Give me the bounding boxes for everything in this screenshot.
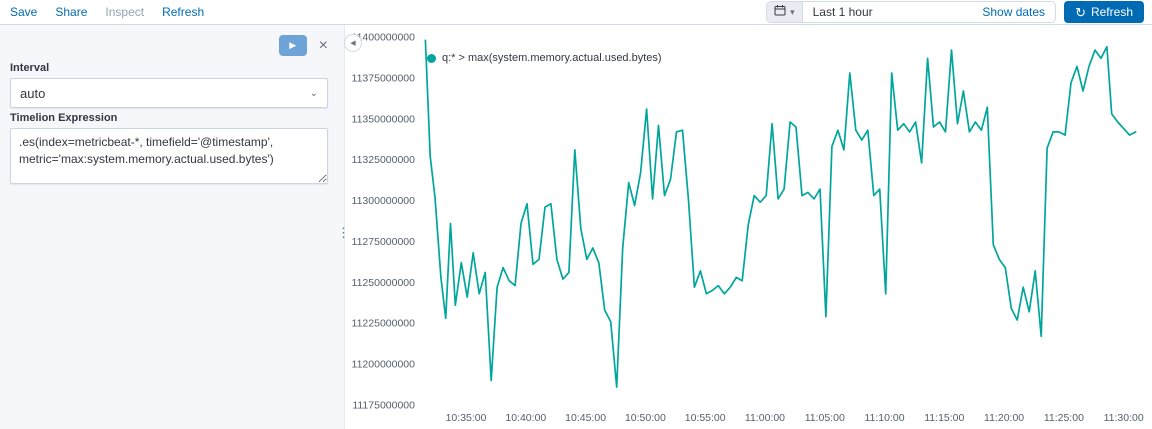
panel-resize-handle[interactable]: ⋮ xyxy=(337,225,350,240)
axis-tick-label: 11:15:00 xyxy=(924,412,964,424)
show-dates-link[interactable]: Show dates xyxy=(982,5,1046,19)
expression-input-wrap: .es(index=metricbeat-*, timefield='@time… xyxy=(10,128,328,189)
axis-tick-label: 11175000000 xyxy=(352,400,415,412)
legend-series-label: q:* > max(system.memory.actual.used.byte… xyxy=(442,52,662,64)
top-bar: Save Share Inspect Refresh ▾ Last 1 hour… xyxy=(0,0,1152,25)
axis-tick-label: 11225000000 xyxy=(352,318,416,330)
run-expression-button[interactable]: ▶ xyxy=(278,35,307,56)
inspect-link[interactable]: Inspect xyxy=(105,5,145,19)
axis-tick-label: 10:40:00 xyxy=(505,412,546,424)
expression-toolbar: ▶ × xyxy=(10,35,328,56)
expression-label: Timelion Expression xyxy=(10,112,118,124)
axis-tick-label: 11:30:00 xyxy=(1104,412,1144,424)
refresh-link[interactable]: Refresh xyxy=(162,5,205,19)
timelion-expression-panel: ▶ × Interval auto ⌄ Timelion Expression … xyxy=(0,25,345,429)
axis-tick-label: 11350000000 xyxy=(352,113,416,125)
axis-tick-label: 11:25:00 xyxy=(1044,412,1084,424)
refresh-button-label: Refresh xyxy=(1090,5,1133,19)
date-quick-select-button[interactable]: ▾ xyxy=(767,2,803,22)
axis-tick-label: 10:55:00 xyxy=(685,412,726,424)
axis-tick-label: 11300000000 xyxy=(352,195,416,207)
chevron-down-icon: ▾ xyxy=(790,6,795,17)
axis-tick-label: 11275000000 xyxy=(352,236,416,248)
chevron-down-icon: ⌄ xyxy=(309,87,318,99)
axis-tick-label: 10:50:00 xyxy=(625,412,666,424)
legend-series-dot xyxy=(427,53,436,63)
axis-tick-label: 11:20:00 xyxy=(984,412,1024,424)
axis-tick-label: 11325000000 xyxy=(352,154,416,166)
axis-tick-label: 11:05:00 xyxy=(805,412,845,424)
axis-tick-label: 11400000000 xyxy=(352,32,416,44)
axis-tick-label: 11250000000 xyxy=(352,277,416,289)
share-link[interactable]: Share xyxy=(55,5,88,19)
axis-tick-label: 10:35:00 xyxy=(446,412,487,424)
interval-select[interactable]: auto ⌄ xyxy=(10,78,328,108)
time-controls: ▾ Last 1 hour Show dates ↻ Refresh xyxy=(766,1,1144,23)
axis-tick-label: 11:10:00 xyxy=(864,412,904,424)
calendar-icon xyxy=(774,3,786,21)
app-menu: Save Share Inspect Refresh xyxy=(10,5,204,19)
super-date-picker: ▾ Last 1 hour Show dates xyxy=(766,1,1057,23)
interval-label: Interval xyxy=(10,62,50,74)
chart-legend[interactable]: q:* > max(system.memory.actual.used.byte… xyxy=(427,52,662,64)
main-content: ▶ × Interval auto ⌄ Timelion Expression … xyxy=(0,25,1152,429)
close-panel-icon[interactable]: × xyxy=(318,36,328,54)
collapse-panel-button[interactable]: ◀ xyxy=(344,34,362,52)
interval-selected-value: auto xyxy=(20,85,46,101)
play-icon: ▶ xyxy=(289,40,297,50)
refresh-query-button[interactable]: ↻ Refresh xyxy=(1064,1,1144,23)
axis-tick-label: 11375000000 xyxy=(352,72,416,84)
time-range-value[interactable]: Last 1 hour xyxy=(812,5,873,19)
series-line xyxy=(424,39,1137,388)
save-link[interactable]: Save xyxy=(10,5,38,19)
refresh-icon: ↻ xyxy=(1075,4,1086,20)
axis-tick-label: 11200000000 xyxy=(352,359,416,371)
axis-tick-label: 10:45:00 xyxy=(565,412,606,424)
axis-tick-label: 11:00:00 xyxy=(745,412,785,424)
timelion-expression-input[interactable]: .es(index=metricbeat-*, timefield='@time… xyxy=(10,128,328,184)
timelion-chart-svg[interactable]: 11175000000 11200000000 11225000000 1125000… xyxy=(345,25,1152,429)
timelion-chart-area: q:* > max(system.memory.actual.used.byte… xyxy=(345,25,1152,429)
